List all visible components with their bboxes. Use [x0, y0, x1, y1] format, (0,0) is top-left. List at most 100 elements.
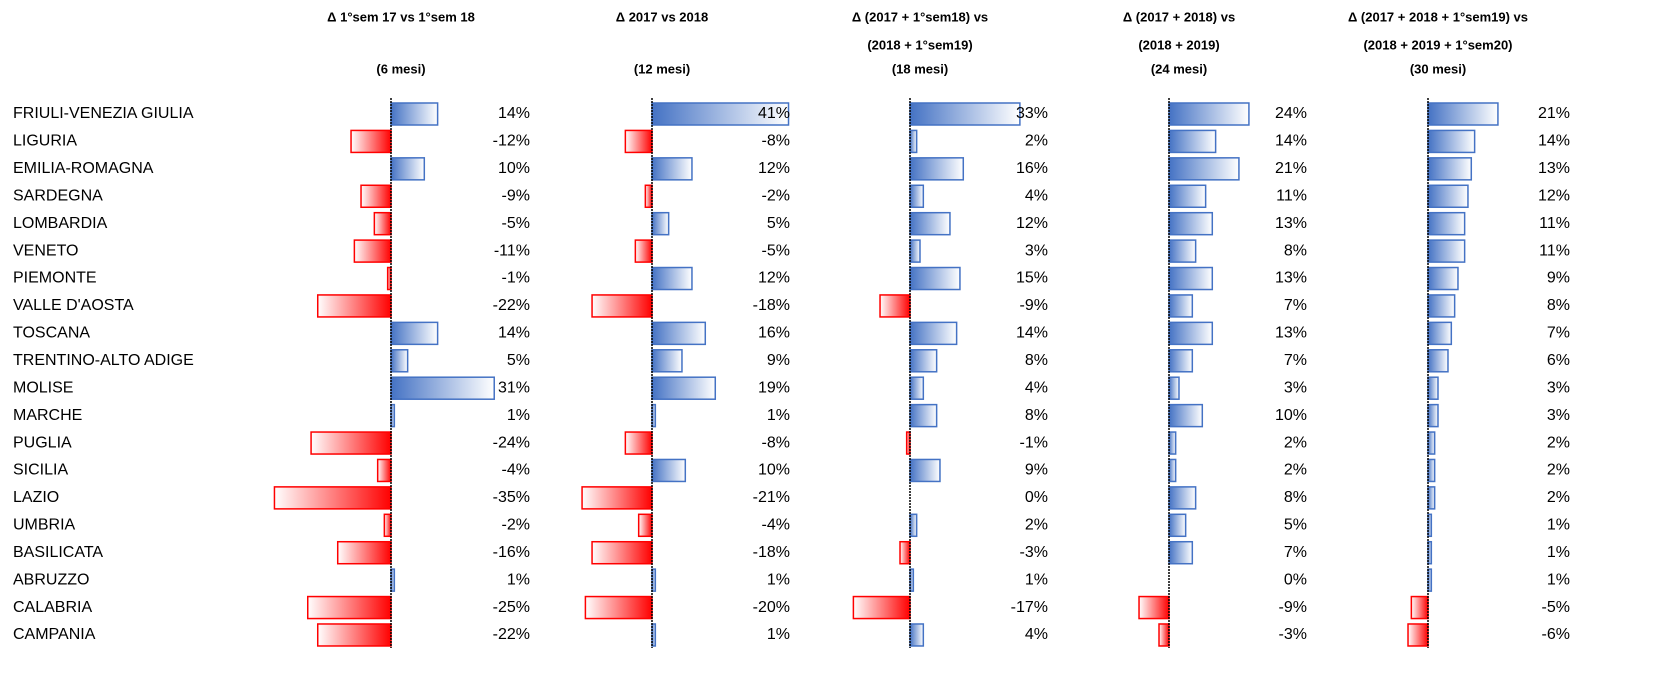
- bar: [1168, 349, 1194, 373]
- value-label: 2%: [1025, 517, 1048, 534]
- bar: [1427, 376, 1439, 400]
- value-label: -9%: [1020, 297, 1048, 314]
- value-label: -17%: [1011, 599, 1048, 616]
- bar: [273, 486, 392, 510]
- value-label: -4%: [502, 462, 530, 479]
- category-label: PIEMONTE: [13, 270, 97, 287]
- value-label: 21%: [1538, 105, 1570, 122]
- value-label: -22%: [493, 626, 530, 643]
- bar: [390, 403, 396, 428]
- bar: [1168, 403, 1204, 428]
- bar: [909, 349, 938, 373]
- value-label: 3%: [1025, 242, 1048, 259]
- bar: [651, 623, 657, 647]
- value-label: -3%: [1279, 626, 1307, 643]
- category-label: MOLISE: [13, 379, 73, 396]
- value-label: -4%: [762, 517, 790, 534]
- bar: [879, 294, 911, 318]
- panel-period: (24 mesi): [1151, 61, 1207, 76]
- panel-subtitle: (2018 + 2019): [1138, 37, 1219, 52]
- value-label: 7%: [1547, 325, 1570, 342]
- bar: [651, 349, 683, 373]
- bar: [1168, 431, 1177, 455]
- bar: [1427, 239, 1466, 263]
- bar: [584, 595, 653, 620]
- bar: [1168, 458, 1177, 483]
- value-label: 1%: [1547, 544, 1570, 561]
- category-label: CAMPANIA: [13, 626, 96, 643]
- value-label: -11%: [494, 242, 530, 259]
- bar: [390, 102, 439, 126]
- value-label: -5%: [1542, 599, 1570, 616]
- value-label: 2%: [1025, 133, 1048, 150]
- bar: [390, 157, 426, 181]
- panel-title: Δ (2017 + 2018 + 1°sem19) vs: [1348, 9, 1528, 24]
- value-label: -25%: [493, 599, 530, 616]
- bar: [909, 266, 961, 291]
- value-label: 10%: [758, 462, 790, 479]
- bar: [651, 157, 693, 181]
- bar: [390, 376, 495, 400]
- value-label: -5%: [502, 215, 530, 232]
- bar: [624, 129, 653, 154]
- bar: [899, 540, 911, 565]
- value-label: -8%: [762, 133, 790, 150]
- value-label: 5%: [507, 352, 530, 369]
- value-label: 8%: [1284, 242, 1307, 259]
- bar: [651, 568, 657, 592]
- bar: [1168, 294, 1194, 318]
- panel-period: (6 mesi): [376, 61, 425, 76]
- value-label: 1%: [1547, 517, 1570, 534]
- category-label: TOSCANA: [13, 325, 90, 342]
- value-label: -3%: [1020, 544, 1048, 561]
- value-label: 0%: [1025, 489, 1048, 506]
- value-label: 1%: [767, 407, 790, 424]
- bar: [1427, 431, 1436, 455]
- value-label: 41%: [758, 105, 790, 122]
- value-label: 7%: [1284, 544, 1307, 561]
- bar: [1407, 623, 1429, 647]
- bar: [909, 403, 938, 428]
- panel-period: (12 mesi): [634, 61, 690, 76]
- value-label: 1%: [507, 571, 530, 588]
- category-label: LIGURIA: [13, 133, 77, 150]
- value-label: 5%: [767, 215, 790, 232]
- value-label: 9%: [1547, 270, 1570, 287]
- value-label: -2%: [762, 187, 790, 204]
- bar: [1168, 211, 1214, 236]
- value-label: 14%: [1275, 133, 1307, 150]
- value-label: 4%: [1025, 187, 1048, 204]
- bar: [1427, 184, 1469, 209]
- bar: [909, 211, 951, 236]
- bar: [1427, 568, 1433, 592]
- bar: [1168, 540, 1194, 565]
- bar: [307, 595, 392, 620]
- value-label: -18%: [753, 297, 790, 314]
- value-label: -16%: [493, 544, 530, 561]
- bar: [350, 129, 392, 154]
- bar: [651, 376, 717, 400]
- bar: [1158, 623, 1170, 647]
- value-label: 15%: [1016, 270, 1048, 287]
- bar: [1168, 376, 1180, 400]
- bar: [390, 349, 409, 373]
- value-label: -2%: [502, 517, 530, 534]
- value-label: 14%: [498, 325, 530, 342]
- bar: [1427, 458, 1436, 483]
- value-label: 1%: [507, 407, 530, 424]
- category-label: MARCHE: [13, 407, 82, 424]
- value-label: 0%: [1284, 571, 1307, 588]
- bar: [624, 431, 653, 455]
- bar: [1168, 184, 1207, 209]
- bar: [1427, 403, 1439, 428]
- panel-title: Δ 1°sem 17 vs 1°sem 18: [327, 9, 475, 24]
- bar: [909, 102, 1021, 126]
- bar: [909, 458, 941, 483]
- category-label: EMILIA-ROMAGNA: [13, 160, 154, 177]
- category-label: VENETO: [13, 242, 79, 259]
- value-label: 8%: [1284, 489, 1307, 506]
- bar: [591, 540, 653, 565]
- bar: [909, 239, 921, 263]
- value-label: 13%: [1275, 325, 1307, 342]
